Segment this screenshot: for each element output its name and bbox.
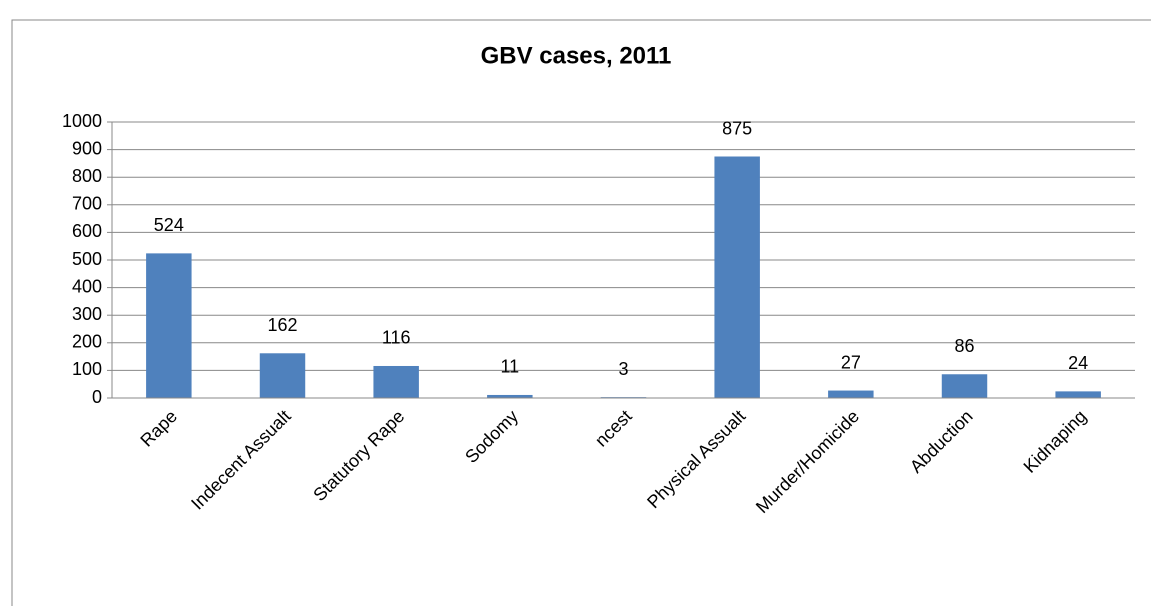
- data-label: 3: [618, 359, 628, 379]
- chart-frame: [11, 19, 1151, 606]
- y-tick-label: 100: [72, 359, 102, 379]
- chart-title: GBV cases, 2011: [481, 42, 672, 69]
- y-tick-label: 700: [72, 194, 102, 214]
- data-label: 11: [500, 357, 519, 377]
- data-label: 116: [382, 328, 411, 348]
- y-tick-label: 400: [72, 276, 102, 296]
- y-tick-label: 900: [72, 138, 102, 158]
- data-label: 524: [154, 215, 184, 235]
- bar: [373, 365, 419, 398]
- y-tick-label: 0: [92, 387, 102, 407]
- y-tick-label: 200: [72, 332, 102, 352]
- data-label: 875: [722, 118, 752, 138]
- bar: [1055, 391, 1101, 398]
- y-tick-label: 300: [72, 304, 102, 324]
- y-tick-label: 500: [72, 249, 102, 269]
- bar: [828, 390, 874, 398]
- y-tick-label: 800: [72, 166, 102, 186]
- data-label: 27: [841, 352, 861, 372]
- bar: [941, 374, 988, 398]
- bar: [487, 394, 533, 398]
- data-label: 162: [267, 315, 297, 335]
- bar: [714, 156, 760, 398]
- y-tick-label: 1000: [62, 111, 102, 131]
- bar: [259, 353, 306, 398]
- y-tick-label: 600: [72, 221, 102, 241]
- data-label: 86: [954, 336, 974, 356]
- bar: [146, 253, 192, 398]
- data-label: 24: [1068, 353, 1088, 373]
